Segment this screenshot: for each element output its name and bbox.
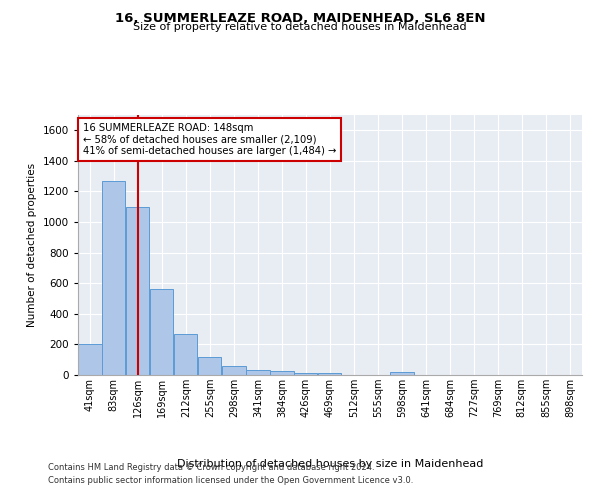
- Bar: [317, 372, 341, 375]
- Bar: [149, 290, 173, 375]
- Bar: [198, 356, 221, 375]
- Bar: [78, 344, 101, 375]
- Bar: [293, 372, 317, 375]
- Y-axis label: Number of detached properties: Number of detached properties: [27, 163, 37, 327]
- Bar: [174, 334, 197, 375]
- Text: 16 SUMMERLEAZE ROAD: 148sqm
← 58% of detached houses are smaller (2,109)
41% of : 16 SUMMERLEAZE ROAD: 148sqm ← 58% of det…: [83, 123, 337, 156]
- Text: 16, SUMMERLEAZE ROAD, MAIDENHEAD, SL6 8EN: 16, SUMMERLEAZE ROAD, MAIDENHEAD, SL6 8E…: [115, 12, 485, 26]
- Bar: [125, 207, 149, 375]
- Bar: [101, 181, 125, 375]
- Bar: [222, 366, 245, 375]
- Bar: [270, 371, 293, 375]
- Bar: [390, 372, 413, 375]
- Text: Size of property relative to detached houses in Maidenhead: Size of property relative to detached ho…: [133, 22, 467, 32]
- Text: Contains HM Land Registry data © Crown copyright and database right 2024.: Contains HM Land Registry data © Crown c…: [48, 464, 374, 472]
- Bar: [246, 370, 269, 375]
- X-axis label: Distribution of detached houses by size in Maidenhead: Distribution of detached houses by size …: [177, 459, 483, 469]
- Text: Contains public sector information licensed under the Open Government Licence v3: Contains public sector information licen…: [48, 476, 413, 485]
